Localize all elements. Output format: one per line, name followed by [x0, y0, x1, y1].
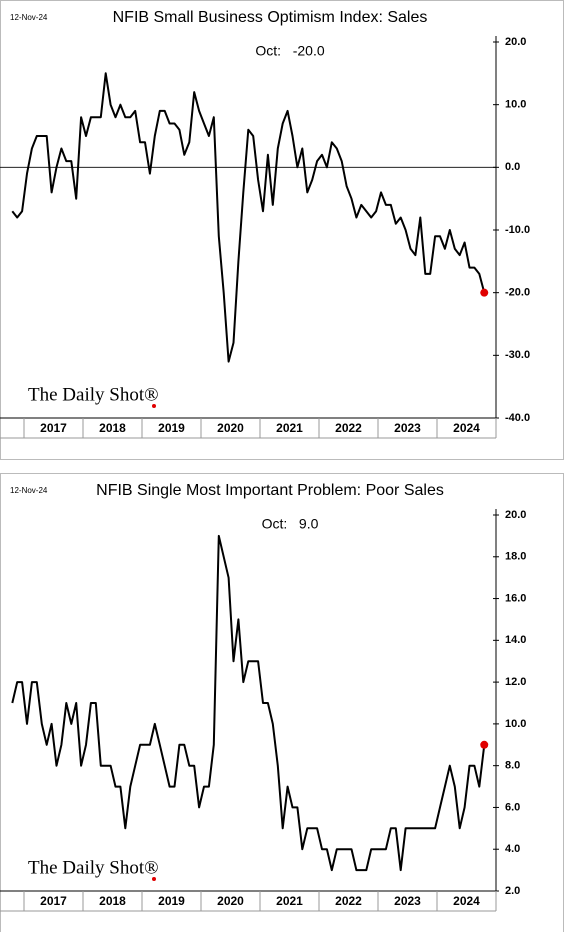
x-tick-label: 2022 [335, 894, 362, 908]
y-tick-label: 10.0 [505, 99, 526, 111]
y-tick-label: -10.0 [505, 224, 530, 236]
y-tick-label: 0.0 [505, 161, 520, 173]
y-tick-label: -30.0 [505, 349, 530, 361]
watermark: The Daily Shot® [28, 857, 159, 878]
y-tick-label: 16.0 [505, 592, 526, 604]
x-tick-label: 2017 [40, 421, 67, 435]
annotation: Oct: 9.0 [262, 516, 319, 532]
watermark-dot [152, 404, 156, 408]
watermark: The Daily Shot® [28, 384, 159, 405]
chart-title: NFIB Single Most Important Problem: Poor… [96, 482, 444, 499]
y-tick-label: 18.0 [505, 551, 526, 563]
y-tick-label: 10.0 [505, 718, 526, 730]
y-tick-label: 14.0 [505, 634, 526, 646]
x-tick-label: 2024 [453, 894, 480, 908]
y-tick-label: 20.0 [505, 509, 526, 521]
x-tick-label: 2017 [40, 894, 67, 908]
y-tick-label: 4.0 [505, 843, 520, 855]
x-tick-label: 2021 [276, 894, 303, 908]
y-tick-label: 8.0 [505, 760, 520, 772]
x-tick-label: 2019 [158, 894, 185, 908]
x-tick-label: 2023 [394, 421, 421, 435]
x-tick-label: 2022 [335, 421, 362, 435]
y-tick-label: -40.0 [505, 412, 530, 424]
chart-title: NFIB Small Business Optimism Index: Sale… [113, 9, 428, 26]
x-tick-label: 2018 [99, 894, 126, 908]
x-tick-label: 2023 [394, 894, 421, 908]
y-tick-label: 6.0 [505, 801, 520, 813]
watermark-dot [152, 877, 156, 881]
y-tick-label: 12.0 [505, 676, 526, 688]
y-tick-label: -20.0 [505, 287, 530, 299]
chart-panel: 12-Nov-24 NFIB Small Business Optimism In… [0, 0, 564, 460]
x-tick-label: 2020 [217, 894, 244, 908]
chart-panel: 12-Nov-24 NFIB Single Most Important Prob… [0, 473, 564, 932]
date-label: 12-Nov-24 [10, 13, 48, 22]
x-tick-label: 2018 [99, 421, 126, 435]
y-tick-label: 2.0 [505, 885, 520, 897]
x-tick-label: 2024 [453, 421, 480, 435]
x-tick-label: 2021 [276, 421, 303, 435]
last-point [480, 740, 489, 749]
data-line [11, 72, 486, 363]
y-tick-label: 20.0 [505, 36, 526, 48]
x-tick-label: 2019 [158, 421, 185, 435]
annotation: Oct: -20.0 [255, 43, 324, 59]
date-label: 12-Nov-24 [10, 486, 48, 495]
data-line [11, 534, 486, 872]
x-tick-label: 2020 [217, 421, 244, 435]
last-point [480, 288, 489, 297]
